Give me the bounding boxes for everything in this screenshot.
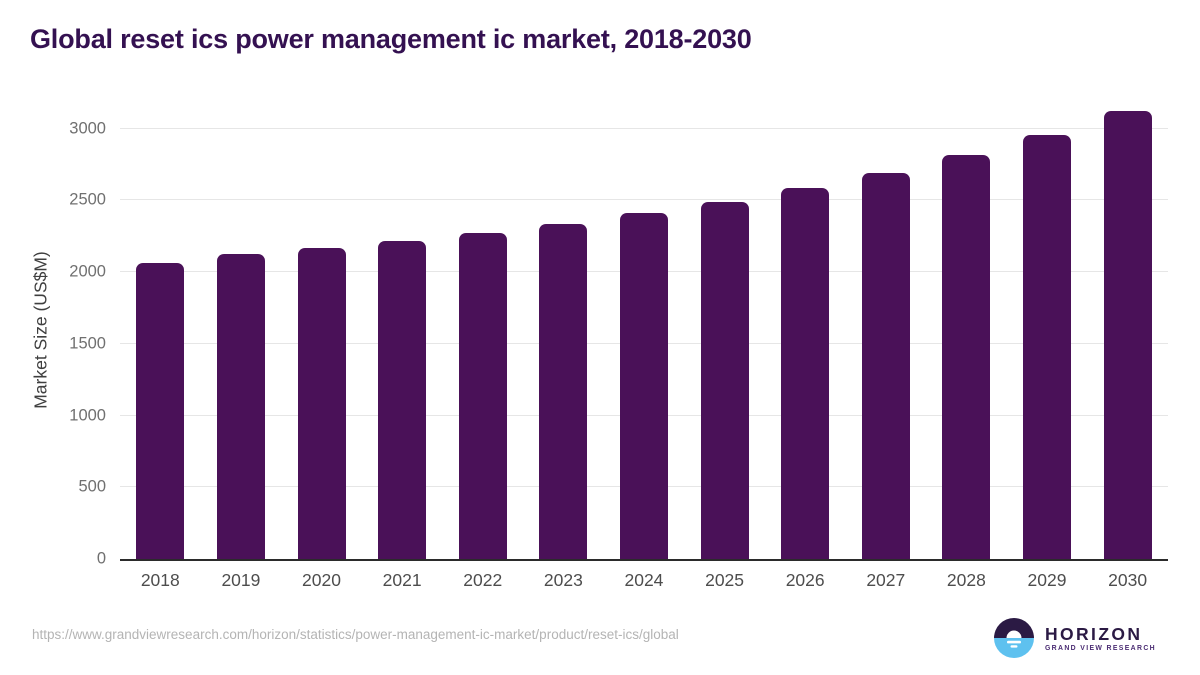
bar-slot-2020: [281, 100, 362, 559]
bar-slot-2026: [765, 100, 846, 559]
x-tick-label-2021: 2021: [382, 570, 422, 590]
bar-2023: [539, 223, 588, 559]
bar-slot-2025: [684, 100, 765, 559]
bar-2027: [861, 172, 910, 559]
bar-chart-plot-area: [120, 100, 1168, 561]
bar-2020: [297, 248, 346, 559]
bar-slot-2022: [442, 100, 523, 559]
bar-2030: [1103, 111, 1152, 559]
bar-2024: [619, 213, 668, 559]
x-tick-label-2019: 2019: [221, 570, 261, 590]
bar-slot-2028: [926, 100, 1007, 559]
x-tick-label-2024: 2024: [624, 570, 664, 590]
bar-slot-2018: [120, 100, 201, 559]
x-tick-label-2018: 2018: [140, 570, 180, 590]
y-tick-label-0: 0: [96, 549, 106, 568]
brand-subtitle: GRAND VIEW RESEARCH: [1044, 645, 1156, 653]
bar-series: [120, 100, 1168, 559]
bar-slot-2023: [523, 100, 604, 559]
source-url: https://www.grandviewresearch.com/horizo…: [32, 627, 679, 642]
bar-2025: [700, 201, 749, 559]
y-axis-tick-labels: 0 500 1000 1500 2000 2500 3000: [0, 100, 106, 567]
bar-2029: [1023, 135, 1071, 559]
bar-slot-2019: [201, 100, 282, 559]
bar-2021: [378, 241, 427, 559]
x-tick-label-2026: 2026: [785, 570, 825, 590]
bar-slot-2021: [362, 100, 443, 559]
brand-logo-text: HORIZON GRAND VIEW RESEARCH: [1045, 624, 1156, 652]
horizon-sun-icon: [993, 618, 1034, 658]
y-tick-label-1000: 1000: [69, 406, 106, 425]
x-tick-label-2027: 2027: [866, 570, 906, 590]
gridline-3000: [120, 127, 1168, 129]
bar-2018: [136, 262, 185, 559]
bar-slot-2030: [1087, 100, 1168, 559]
bar-2026: [781, 187, 830, 559]
bar-2028: [942, 154, 991, 559]
gridline-2500: [120, 199, 1168, 201]
x-tick-label-2029: 2029: [1027, 570, 1067, 590]
x-axis-line: [120, 559, 1168, 561]
bar-2022: [458, 233, 507, 559]
y-tick-label-3000: 3000: [69, 119, 106, 138]
y-tick-label-2000: 2000: [69, 262, 106, 281]
y-tick-label-2500: 2500: [69, 190, 106, 209]
page-title: Global reset ics power management ic mar…: [30, 24, 752, 54]
brand-name: HORIZON: [1044, 623, 1143, 644]
x-tick-label-2028: 2028: [946, 570, 986, 590]
bar-slot-2024: [604, 100, 685, 559]
x-tick-label-2023: 2023: [543, 570, 583, 590]
x-tick-label-2030: 2030: [1108, 570, 1148, 590]
y-tick-label-500: 500: [78, 477, 106, 496]
y-tick-label-1500: 1500: [69, 334, 106, 353]
brand-logo: HORIZON GRAND VIEW RESEARCH: [993, 618, 1156, 658]
bar-slot-2029: [1007, 100, 1088, 559]
x-axis-tick-labels: 2018 2019 2020 2021 2022 2023 2024 2025 2026 2027…: [120, 570, 1168, 591]
x-tick-label-2025: 2025: [705, 570, 745, 590]
x-tick-label-2020: 2020: [302, 570, 341, 590]
bar-2019: [216, 254, 265, 559]
bar-slot-2027: [845, 100, 926, 559]
x-tick-label-2022: 2022: [463, 570, 503, 590]
